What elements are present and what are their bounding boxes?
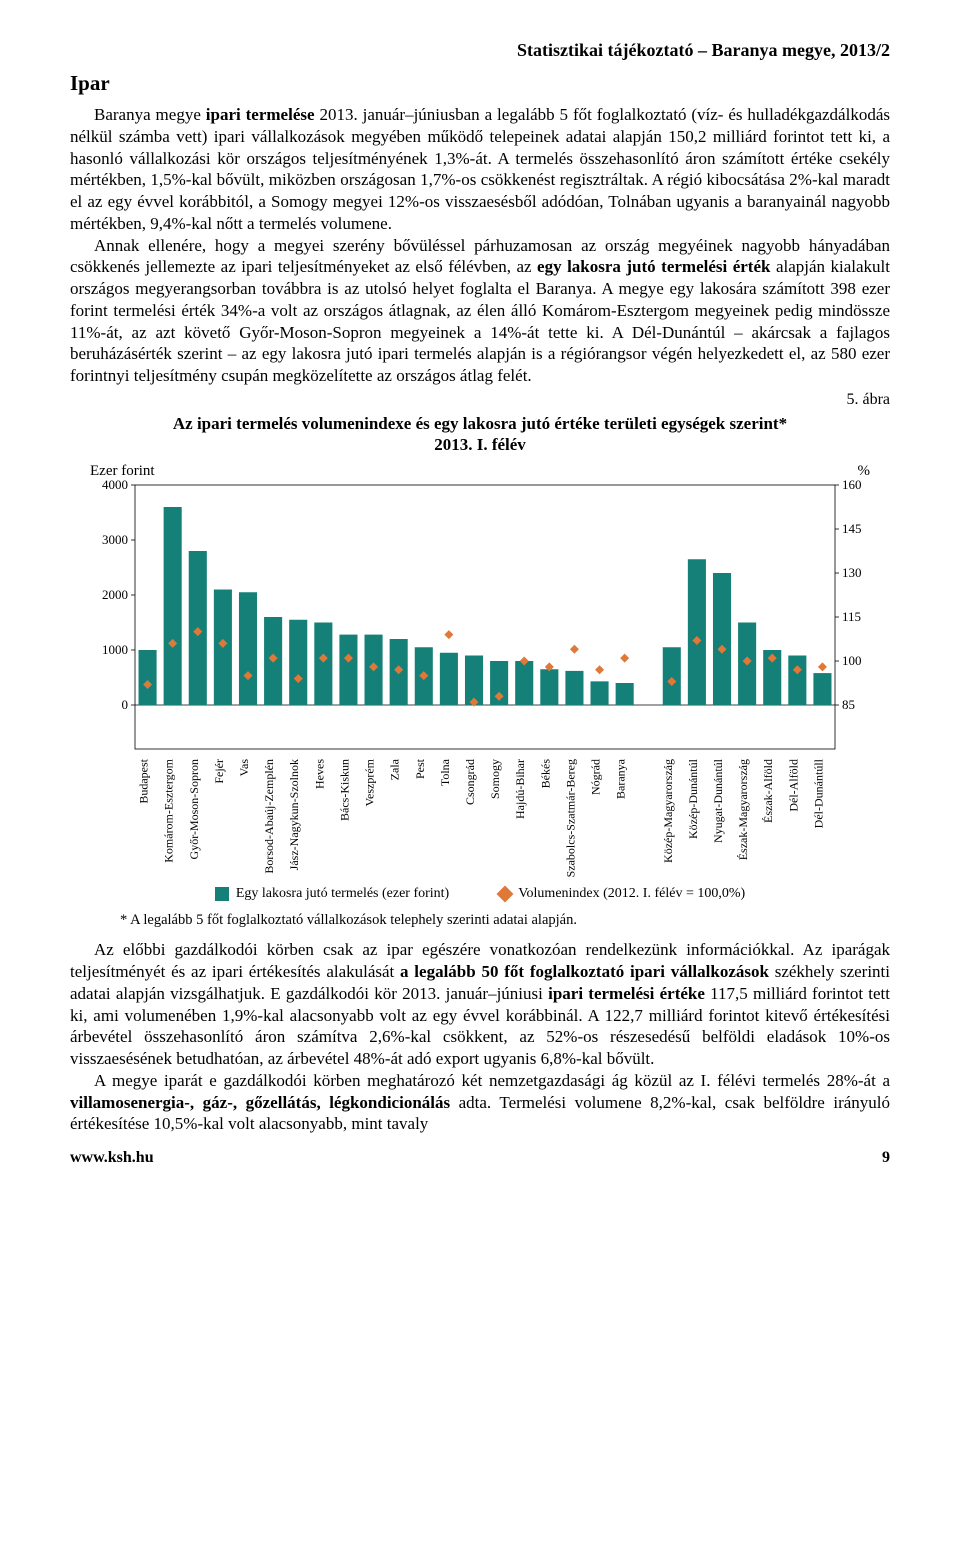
- svg-text:85: 85: [842, 697, 855, 712]
- legend-label-marker: Volumenindex (2012. I. félév = 100,0%): [518, 886, 745, 902]
- svg-text:3000: 3000: [102, 532, 128, 547]
- paragraph-1: Baranya megye ipari termelése 2013. janu…: [70, 104, 890, 235]
- chart-legend: Egy lakosra jutó termelés (ezer forint) …: [90, 886, 870, 902]
- footer-url: www.ksh.hu: [70, 1149, 154, 1167]
- svg-text:Somogy: Somogy: [488, 759, 502, 799]
- svg-text:Nógrád: Nógrád: [589, 759, 603, 795]
- paragraph-3: Az előbbi gazdálkodói körben csak az ipa…: [70, 939, 890, 1070]
- legend-item-marker: Volumenindex (2012. I. félév = 100,0%): [499, 886, 745, 902]
- figure-label: 5. ábra: [70, 391, 890, 409]
- svg-text:Közép-Magyarország: Közép-Magyarország: [661, 759, 675, 863]
- svg-text:Szabolcs-Szatmár-Bereg: Szabolcs-Szatmár-Bereg: [563, 759, 577, 877]
- svg-text:Heves: Heves: [312, 759, 326, 789]
- svg-text:Békés: Békés: [538, 759, 552, 789]
- svg-text:145: 145: [842, 521, 862, 536]
- svg-text:Vas: Vas: [237, 759, 251, 777]
- svg-text:Csongrád: Csongrád: [463, 759, 477, 805]
- svg-text:Győr-Moson-Sopron: Győr-Moson-Sopron: [187, 759, 201, 859]
- svg-text:115: 115: [842, 609, 861, 624]
- svg-text:Észak-Alföld: Észak-Alföld: [761, 759, 775, 823]
- legend-swatch-diamond: [497, 886, 514, 903]
- svg-text:Borsod-Abaúj-Zemplén: Borsod-Abaúj-Zemplén: [262, 759, 276, 874]
- running-header: Statisztikai tájékoztató – Baranya megye…: [70, 40, 890, 61]
- svg-text:Nyugat-Dunántúl: Nyugat-Dunántúl: [711, 759, 725, 844]
- svg-text:Bács-Kiskun: Bács-Kiskun: [337, 759, 351, 821]
- svg-text:Fejér: Fejér: [212, 759, 226, 784]
- legend-label-bar: Egy lakosra jutó termelés (ezer forint): [236, 886, 449, 902]
- svg-text:Dél-Alföld: Dél-Alföld: [786, 759, 800, 812]
- svg-text:Tolna: Tolna: [438, 759, 452, 787]
- combo-chart: 4000 3000 2000 1000 0 160 145 130 115 100 85 Budape…: [90, 480, 870, 880]
- paragraph-2: Annak ellenére, hogy a megyei szerény bő…: [70, 235, 890, 387]
- legend-swatch-bar: [215, 887, 229, 901]
- svg-text:Közép-Dunántúl: Közép-Dunántúl: [686, 759, 700, 840]
- svg-text:130: 130: [842, 565, 862, 580]
- svg-text:Hajdú-Bihar: Hajdú-Bihar: [513, 759, 527, 819]
- svg-text:Jász-Nagykun-Szolnok: Jász-Nagykun-Szolnok: [287, 759, 301, 870]
- svg-text:1000: 1000: [102, 642, 128, 657]
- svg-text:2000: 2000: [102, 587, 128, 602]
- svg-text:Zala: Zala: [388, 759, 402, 781]
- svg-text:Pest: Pest: [413, 759, 427, 780]
- svg-text:4000: 4000: [102, 480, 128, 492]
- figure-title: Az ipari termelés volumenindexe és egy l…: [70, 413, 890, 456]
- svg-text:160: 160: [842, 480, 862, 492]
- svg-text:Budapest: Budapest: [137, 759, 151, 804]
- right-axis-title: %: [858, 463, 871, 480]
- svg-text:Veszprém: Veszprém: [363, 759, 377, 807]
- svg-text:Észak-Magyarország: Észak-Magyarország: [736, 759, 750, 860]
- chart-footnote: * A legalább 5 főt foglalkoztató vállalk…: [120, 912, 870, 929]
- section-heading-ipar: Ipar: [70, 71, 890, 96]
- svg-text:Baranya: Baranya: [614, 759, 628, 800]
- figure-title-line1: Az ipari termelés volumenindexe és egy l…: [173, 414, 787, 433]
- footer-page-number: 9: [882, 1149, 890, 1167]
- paragraph-4: A megye iparát e gazdálkodói körben megh…: [70, 1070, 890, 1135]
- svg-text:100: 100: [842, 653, 862, 668]
- figure-title-line2: 2013. I. félév: [434, 435, 526, 454]
- chart-container: Ezer forint % 4000 3000 2000 1000 0 160 145 130…: [90, 463, 870, 929]
- svg-text:Dél-Dunántúll: Dél-Dunántúll: [811, 759, 825, 829]
- svg-text:Komárom-Esztergom: Komárom-Esztergom: [162, 759, 176, 863]
- legend-item-bar: Egy lakosra jutó termelés (ezer forint): [215, 886, 449, 902]
- left-axis-title: Ezer forint: [90, 463, 155, 480]
- svg-text:0: 0: [122, 697, 129, 712]
